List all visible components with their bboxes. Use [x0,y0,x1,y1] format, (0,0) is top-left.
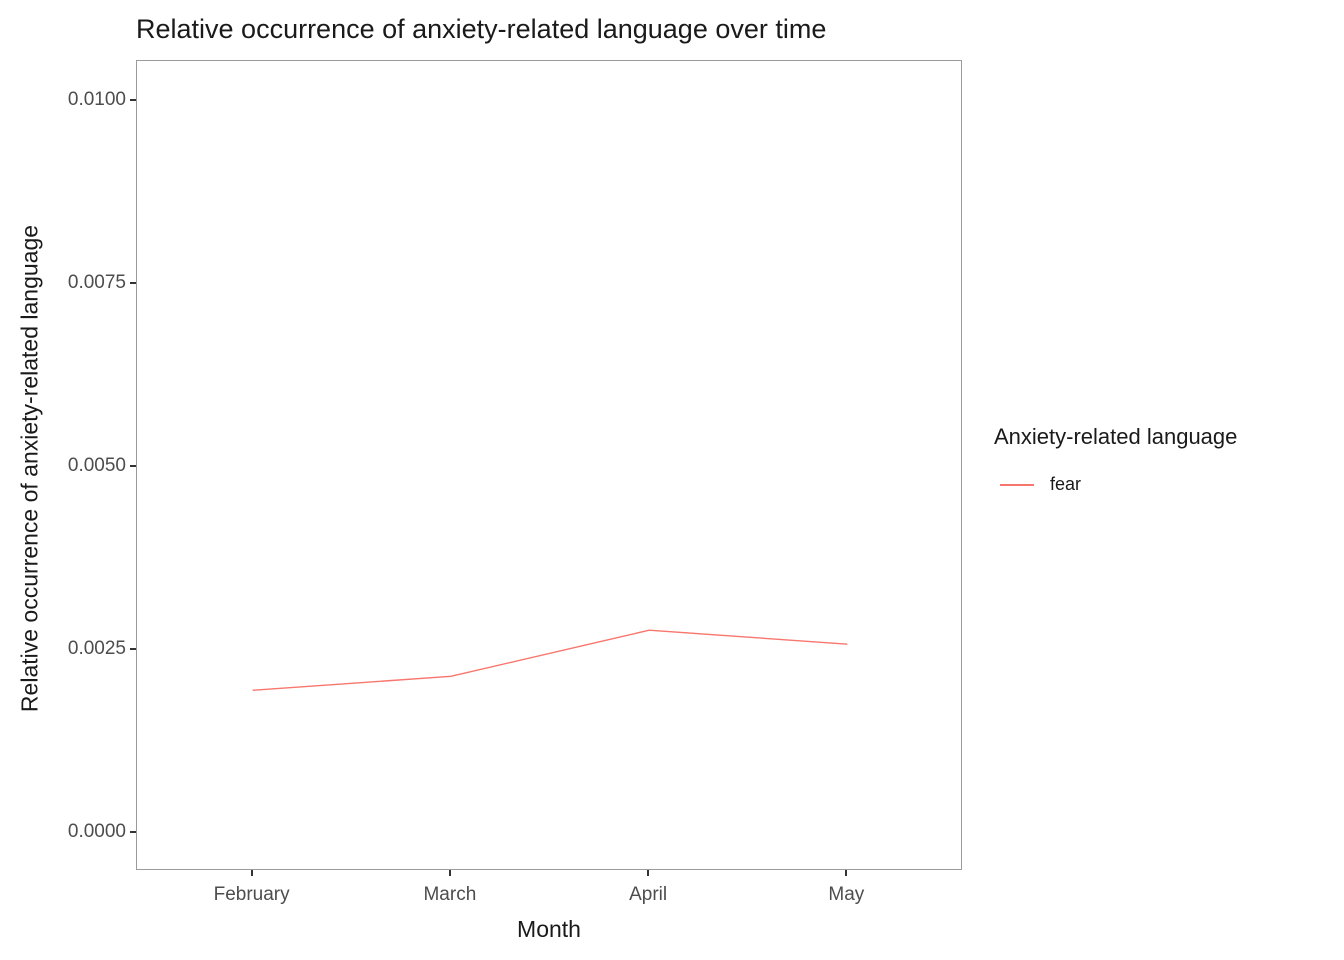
y-tick-label: 0.0050 [67,455,126,476]
legend-entry-label: fear [1050,474,1082,494]
x-tick-label: February [213,884,290,905]
x-tick-mark [845,870,848,876]
y-tick-label: 0.0100 [67,89,126,110]
x-tick-mark [647,870,650,876]
y-tick-label: 0.0075 [67,272,126,293]
line-series-fear [252,629,848,691]
y-tick-mark [130,648,136,650]
legend-key-line-icon [1000,483,1034,486]
x-tick-label: April [629,884,668,905]
legend: Anxiety-related language fear [994,424,1237,495]
chart-title: Relative occurrence of anxiety-related l… [136,14,827,44]
legend-entry: fear [1000,474,1237,495]
y-tick-label: 0.0000 [67,821,126,842]
y-tick-mark [130,282,136,284]
legend-title: Anxiety-related language [994,424,1238,449]
y-tick-mark [130,99,136,101]
plot-panel [136,60,962,870]
y-tick-label: 0.0025 [67,638,126,659]
y-tick-mark [130,465,136,467]
x-axis-title: Month [517,916,581,942]
y-tick-mark [130,831,136,833]
x-tick-mark [250,870,253,876]
x-tick-label: March [423,884,477,905]
x-tick-label: May [828,884,865,905]
x-tick-mark [448,870,451,876]
